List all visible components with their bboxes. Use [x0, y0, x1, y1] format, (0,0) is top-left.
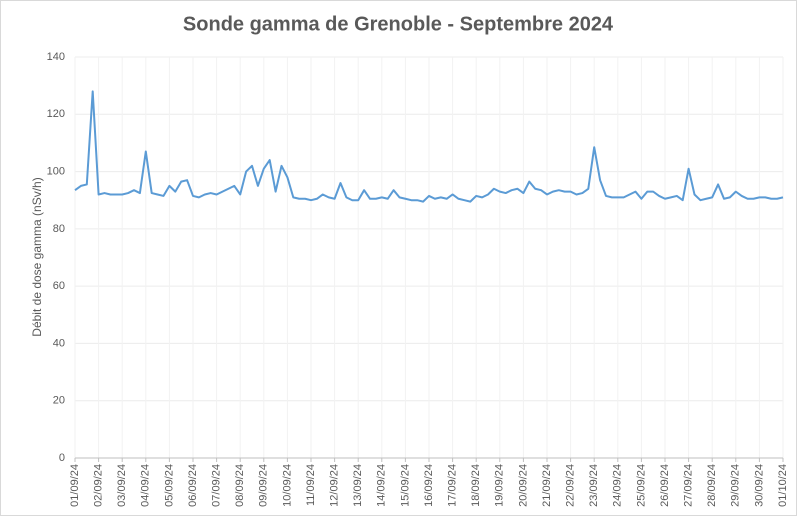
y-axis-title: Débit de dose gamma (nSv/h): [30, 177, 44, 336]
x-tick-label: 09/09/24: [258, 464, 270, 507]
x-tick-label: 20/09/24: [517, 464, 529, 507]
x-tick-label: 17/09/24: [447, 464, 459, 507]
x-tick-label: 22/09/24: [565, 464, 577, 507]
x-tick-label: 01/09/24: [69, 464, 81, 507]
y-tick-label: 0: [59, 452, 65, 464]
x-tick-label: 14/09/24: [376, 464, 388, 507]
x-tick-label: 25/09/24: [635, 464, 647, 507]
x-tick-label: 05/09/24: [163, 464, 175, 507]
x-tick-label: 26/09/24: [659, 464, 671, 507]
x-tick-label: 07/09/24: [211, 464, 223, 507]
data-line: [74, 90, 784, 203]
x-tick-label: 27/09/24: [683, 464, 695, 507]
x-tick-label: 12/09/24: [329, 464, 341, 507]
chart-title: Sonde gamma de Grenoble - Septembre 2024: [183, 13, 614, 35]
x-tick-label: 06/09/24: [187, 464, 199, 507]
y-tick-label: 100: [47, 165, 65, 177]
x-tick-label: 02/09/24: [93, 464, 105, 507]
x-tick-label: 08/09/24: [234, 464, 246, 507]
y-tick-label: 140: [47, 51, 65, 63]
x-tick-label: 28/09/24: [706, 464, 718, 507]
x-tick-label: 21/09/24: [541, 464, 553, 507]
x-tick-label: 11/09/24: [305, 464, 317, 506]
x-tick-label: 30/09/24: [753, 464, 765, 507]
x-tick-label: 04/09/24: [140, 464, 152, 507]
x-tick-label: 24/09/24: [612, 464, 624, 507]
x-tick-label: 10/09/24: [281, 464, 293, 507]
x-tick-label: 19/09/24: [494, 464, 506, 507]
x-tick-label: 23/09/24: [588, 464, 600, 507]
x-tick-label: 03/09/24: [116, 464, 128, 507]
y-tick-label: 20: [53, 395, 65, 407]
x-tick-label: 01/10/24: [777, 464, 789, 507]
y-tick-label: 120: [47, 108, 65, 120]
x-tick-label: 18/09/24: [470, 464, 482, 507]
y-tick-label: 60: [53, 280, 65, 292]
y-tick-label: 80: [53, 223, 65, 235]
x-tick-label: 15/09/24: [399, 464, 411, 507]
x-tick-label: 16/09/24: [423, 464, 435, 507]
y-tick-label: 40: [53, 337, 65, 349]
x-tick-label: 29/09/24: [730, 464, 742, 507]
x-tick-label: 13/09/24: [352, 464, 364, 507]
